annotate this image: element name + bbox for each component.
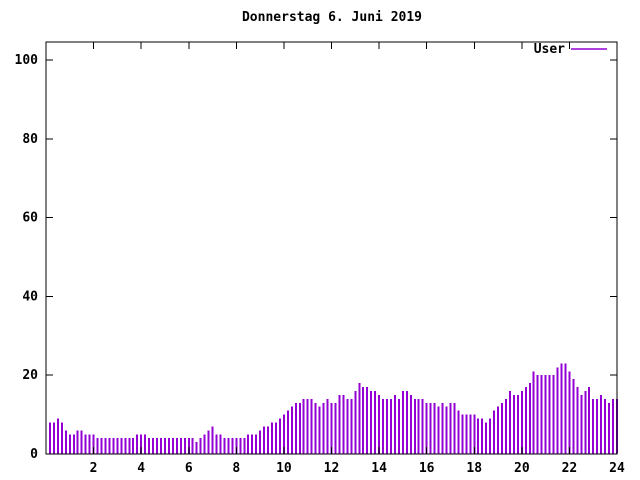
x-tick-label: 14 — [371, 461, 387, 476]
chart-title: Donnerstag 6. Juni 2019 — [242, 10, 422, 25]
x-tick-label: 22 — [562, 461, 578, 476]
y-tick-label: 0 — [30, 447, 38, 462]
y-tick-label: 80 — [22, 132, 38, 147]
y-tick-label: 60 — [22, 211, 38, 226]
x-tick-label: 4 — [137, 461, 145, 476]
x-tick-label: 8 — [232, 461, 240, 476]
x-tick-label: 10 — [276, 461, 292, 476]
x-tick-label: 12 — [324, 461, 340, 476]
ticks-group — [46, 42, 618, 455]
bars-group — [48, 363, 618, 454]
plot-border — [45, 41, 618, 455]
x-tick-label: 20 — [514, 461, 530, 476]
y-tick-label: 20 — [22, 368, 38, 383]
y-tick-label: 100 — [15, 53, 39, 68]
y-tick-label: 40 — [22, 289, 38, 304]
legend-label: User — [534, 42, 565, 57]
legend: User — [534, 42, 607, 57]
x-tick-label: 2 — [90, 461, 98, 476]
x-tick-label: 24 — [609, 461, 625, 476]
x-tick-label: 16 — [419, 461, 435, 476]
x-tick-label: 6 — [185, 461, 193, 476]
x-tick-label: 18 — [466, 461, 482, 476]
